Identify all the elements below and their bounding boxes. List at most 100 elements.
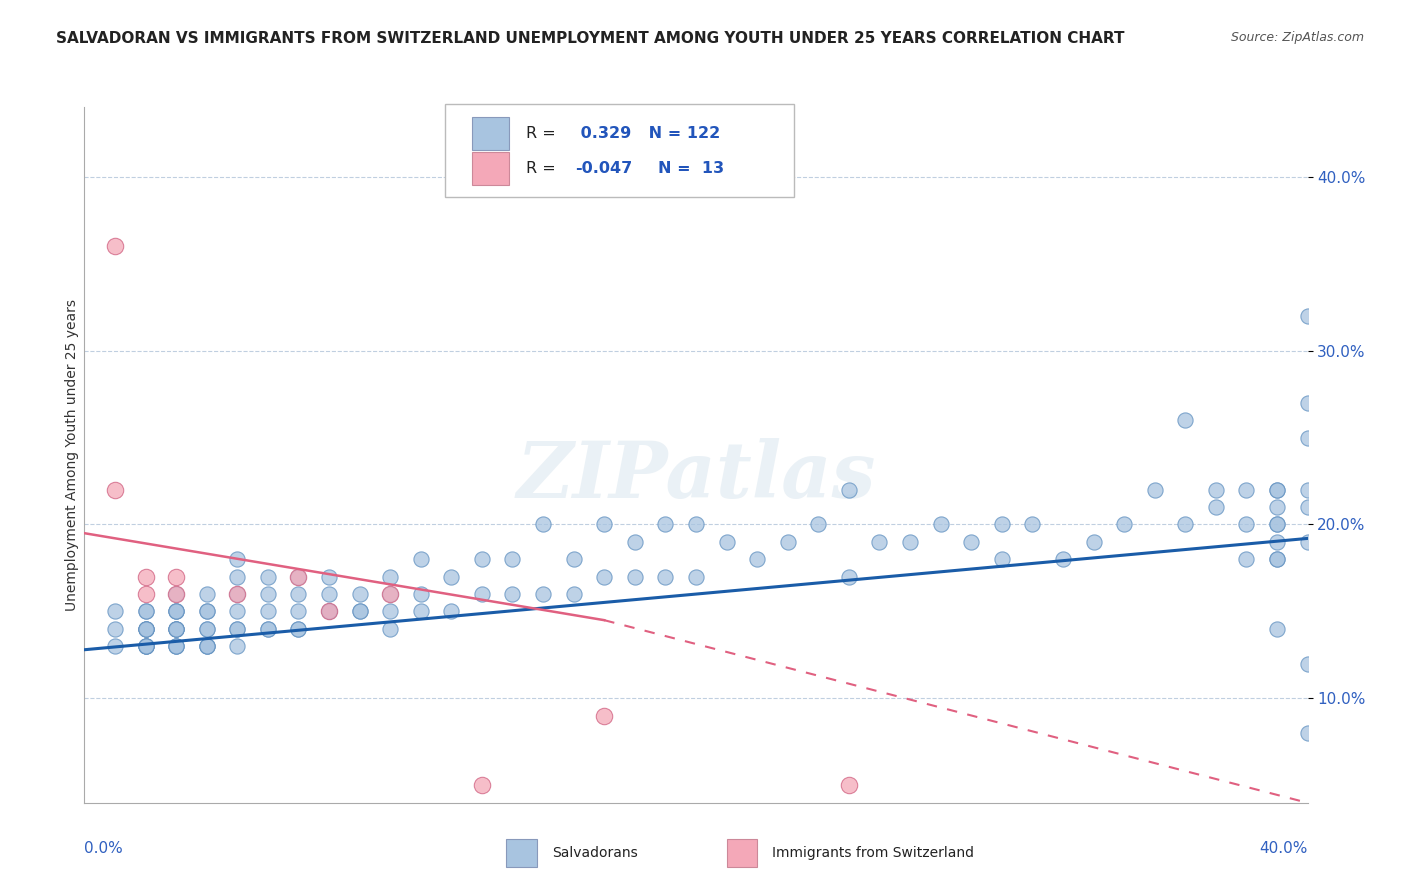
Point <box>409 587 432 601</box>
Point <box>349 587 371 601</box>
Point <box>471 587 494 601</box>
Point <box>1296 534 1319 549</box>
Point <box>562 587 585 601</box>
Point <box>195 587 218 601</box>
Point <box>104 639 127 653</box>
Text: 40.0%: 40.0% <box>1260 841 1308 856</box>
Point <box>226 622 249 636</box>
Point <box>257 587 280 601</box>
Point <box>195 622 218 636</box>
Point <box>195 605 218 619</box>
Point <box>593 517 616 532</box>
Point <box>349 605 371 619</box>
Point <box>165 570 187 584</box>
Point <box>776 534 799 549</box>
Point <box>1265 517 1288 532</box>
Point <box>654 517 676 532</box>
Point <box>135 622 157 636</box>
Point <box>991 517 1014 532</box>
Point <box>135 622 157 636</box>
Point <box>838 778 860 792</box>
Point <box>1052 552 1074 566</box>
Point <box>226 587 249 601</box>
Point <box>135 570 157 584</box>
Point <box>1234 552 1257 566</box>
Point <box>1296 430 1319 444</box>
Point <box>349 605 371 619</box>
Text: Source: ZipAtlas.com: Source: ZipAtlas.com <box>1230 31 1364 45</box>
Point <box>531 587 554 601</box>
Point <box>226 552 249 566</box>
Point <box>165 605 187 619</box>
Point <box>135 587 157 601</box>
Bar <box>472 152 509 185</box>
Point <box>807 517 830 532</box>
Point <box>1296 657 1319 671</box>
Point <box>440 605 463 619</box>
Text: R =: R = <box>526 126 561 141</box>
Point <box>380 587 402 601</box>
Point <box>135 639 157 653</box>
Point <box>195 639 218 653</box>
Point <box>471 778 494 792</box>
Point <box>1174 413 1197 427</box>
Point <box>318 605 340 619</box>
Point <box>195 605 218 619</box>
Point <box>1265 517 1288 532</box>
Point <box>624 570 647 584</box>
Point <box>747 552 769 566</box>
Point <box>502 552 524 566</box>
Point <box>471 552 494 566</box>
Point <box>1265 622 1288 636</box>
Point <box>960 534 983 549</box>
Point <box>1083 534 1105 549</box>
Point <box>409 605 432 619</box>
Point <box>409 552 432 566</box>
Point <box>287 622 309 636</box>
Point <box>1296 395 1319 409</box>
Point <box>135 622 157 636</box>
Point <box>1234 517 1257 532</box>
Point <box>1296 500 1319 514</box>
Point <box>287 605 309 619</box>
Point <box>135 622 157 636</box>
Text: ZIPatlas: ZIPatlas <box>516 438 876 514</box>
Point <box>165 605 187 619</box>
Text: Salvadorans: Salvadorans <box>551 846 637 860</box>
Point <box>135 639 157 653</box>
Text: Immigrants from Switzerland: Immigrants from Switzerland <box>772 846 974 860</box>
Point <box>1205 500 1227 514</box>
Point <box>1296 483 1319 497</box>
Point <box>869 534 891 549</box>
Point <box>1296 726 1319 740</box>
Point <box>531 517 554 532</box>
Point <box>1234 483 1257 497</box>
Point <box>1265 500 1288 514</box>
Point <box>380 570 402 584</box>
Point <box>104 239 127 253</box>
Text: -0.047: -0.047 <box>575 161 633 176</box>
Point <box>195 622 218 636</box>
Point <box>1296 309 1319 323</box>
Point <box>104 483 127 497</box>
Point <box>135 639 157 653</box>
Point <box>838 483 860 497</box>
Point <box>1021 517 1043 532</box>
Point <box>226 570 249 584</box>
Point <box>165 605 187 619</box>
Point <box>195 639 218 653</box>
Point <box>716 534 738 549</box>
Text: SALVADORAN VS IMMIGRANTS FROM SWITZERLAND UNEMPLOYMENT AMONG YOUTH UNDER 25 YEAR: SALVADORAN VS IMMIGRANTS FROM SWITZERLAN… <box>56 31 1125 46</box>
Point <box>165 622 187 636</box>
Bar <box>506 839 537 867</box>
Text: N = 122: N = 122 <box>644 126 721 141</box>
Point <box>287 587 309 601</box>
Point <box>226 605 249 619</box>
Point <box>257 622 280 636</box>
Point <box>135 639 157 653</box>
Point <box>1205 483 1227 497</box>
Point <box>838 570 860 584</box>
Bar <box>727 839 758 867</box>
Point <box>654 570 676 584</box>
Point <box>135 605 157 619</box>
